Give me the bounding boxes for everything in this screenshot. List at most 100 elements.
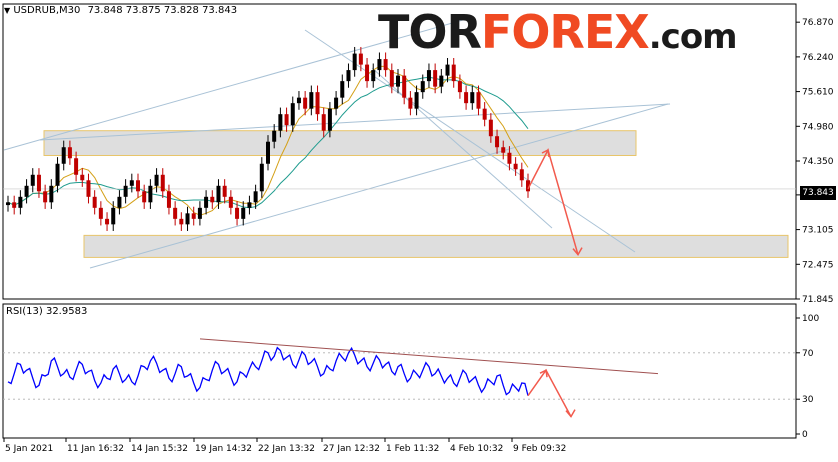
candle	[136, 173, 140, 198]
candle	[235, 201, 240, 226]
candle-body	[61, 147, 66, 164]
candle-body	[470, 92, 475, 104]
candle-body	[340, 81, 345, 98]
candle	[464, 85, 469, 110]
rsi-arrowhead-down	[565, 409, 576, 418]
candle	[228, 190, 233, 215]
candle-body	[309, 92, 314, 109]
candle-body	[358, 53, 363, 65]
channel-line-4[interactable]	[304, 29, 636, 253]
candle-body	[303, 97, 308, 109]
candle-body	[123, 185, 128, 197]
collapse-arrow-icon[interactable]: ▼	[4, 6, 11, 15]
channel-line-2[interactable]	[39, 103, 671, 141]
candle	[173, 201, 178, 226]
x-tick-label: 27 Jan 12:32	[323, 444, 380, 454]
candle	[105, 212, 110, 231]
candle	[12, 195, 17, 215]
candle	[439, 69, 444, 94]
candle-body	[216, 185, 221, 203]
candle	[148, 179, 153, 209]
logo-part-tor: TOR	[378, 5, 482, 59]
candle-body	[67, 147, 72, 159]
candle-body	[414, 92, 419, 109]
candle-body	[519, 169, 524, 181]
candle	[241, 201, 246, 226]
candle-body	[185, 213, 190, 225]
candle	[49, 179, 54, 209]
x-tick-label: 1 Feb 11:32	[386, 444, 439, 454]
candle	[389, 63, 394, 94]
candle-body	[266, 141, 270, 164]
candle	[142, 184, 147, 209]
candle-body	[49, 185, 54, 203]
candle-body	[154, 174, 159, 186]
candle-body	[259, 163, 264, 192]
candle-body	[160, 174, 165, 192]
candle	[154, 168, 159, 193]
candle	[117, 190, 122, 215]
price-panel-frame	[2, 3, 797, 300]
price-zone-1	[43, 130, 637, 156]
forecast-arrowhead-up	[541, 148, 550, 158]
candle-body	[445, 64, 450, 76]
candle	[111, 201, 116, 231]
logo-part-forex: FOREX	[480, 5, 650, 59]
candle	[519, 162, 524, 187]
candle	[309, 85, 314, 116]
candle	[445, 57, 450, 83]
candle	[290, 96, 295, 132]
candle-body	[476, 92, 481, 109]
candle	[67, 140, 72, 165]
candle-body	[166, 191, 171, 208]
candle-body	[148, 185, 153, 203]
candle-body	[111, 207, 116, 225]
candle-body	[334, 97, 339, 109]
candle	[179, 212, 184, 231]
candle-body	[513, 163, 518, 170]
candle-body	[55, 163, 60, 186]
channel-line-3[interactable]	[89, 103, 669, 269]
rsi-tick-label: 30	[802, 395, 814, 405]
x-tick-label: 22 Jan 13:32	[258, 444, 315, 454]
rsi-forecast-arrow	[527, 368, 572, 417]
candle	[166, 184, 171, 215]
candle	[358, 46, 363, 72]
candle-body	[179, 218, 184, 225]
candle-body	[365, 64, 370, 82]
candle-body	[377, 59, 382, 71]
candle-body	[129, 180, 134, 186]
candle	[191, 206, 196, 226]
channel-line-1[interactable]	[3, 17, 471, 151]
candle-body	[86, 180, 91, 197]
channel-line-5[interactable]	[371, 67, 553, 229]
candle	[340, 74, 345, 105]
candle-body	[426, 70, 431, 82]
candle-body	[495, 136, 500, 148]
candle-body	[253, 191, 258, 203]
candle	[383, 52, 388, 77]
candle-body	[526, 180, 530, 192]
candle-body	[92, 196, 97, 208]
price-tick-label: 76.240	[802, 53, 834, 63]
candle-body	[389, 70, 394, 87]
candle-body	[136, 180, 140, 192]
candle	[402, 69, 407, 105]
candle-body	[383, 59, 388, 71]
rsi-tick-label: 100	[802, 314, 819, 324]
rsi-trend-line[interactable]	[199, 338, 659, 375]
candle	[470, 85, 475, 110]
torforex-logo: TORFOREX.com	[378, 2, 738, 67]
candle	[253, 184, 258, 209]
candle-body	[284, 114, 289, 126]
candle	[61, 140, 66, 171]
candle	[30, 168, 35, 193]
candle-body	[197, 207, 202, 219]
candle	[501, 140, 506, 160]
candle-body	[272, 130, 277, 142]
symbol-label: USDRUB,M30	[13, 5, 81, 16]
candle	[334, 91, 339, 116]
forecast-arrowhead-down	[572, 247, 583, 256]
